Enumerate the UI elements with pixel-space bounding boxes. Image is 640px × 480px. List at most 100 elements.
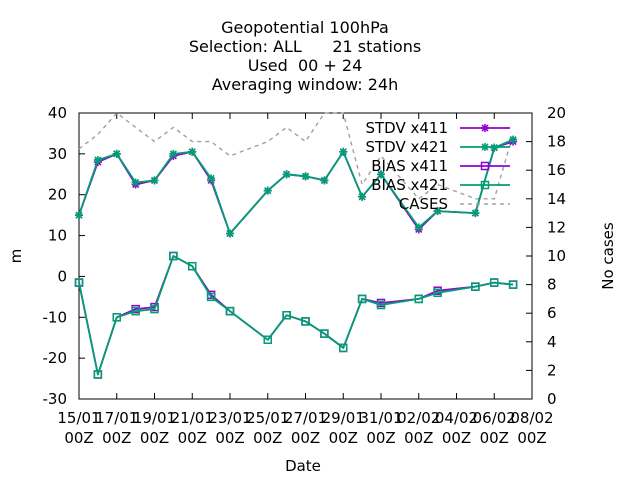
- x-tick-label-date: 02/02: [397, 409, 440, 427]
- legend-label: BIAS x421: [371, 176, 448, 194]
- data-point: [169, 251, 178, 261]
- data-point: [169, 149, 178, 158]
- y-axis-label: m: [7, 249, 25, 264]
- y2-tick-label: 4: [547, 333, 557, 351]
- star-marker-stroke: [301, 172, 310, 180]
- data-point: [226, 229, 234, 238]
- data-point: [301, 317, 310, 326]
- legend-label: STDV x421: [365, 138, 448, 156]
- data-point: [74, 278, 84, 287]
- data-point: [282, 170, 291, 179]
- star-marker-stroke: [207, 174, 215, 182]
- y-tick-label: 10: [48, 227, 67, 245]
- title-line-4: Averaging window: 24h: [212, 75, 399, 94]
- x-axis-label: Date: [285, 457, 321, 475]
- x-tick-label-date: 19/01: [133, 409, 176, 427]
- star-marker-stroke: [481, 143, 489, 151]
- data-point: [131, 306, 140, 316]
- chart-title: Geopotential 100hPa Selection: ALL 21 st…: [189, 18, 421, 94]
- x-tick-label-date: 15/01: [57, 409, 100, 427]
- data-point: [377, 170, 385, 179]
- x-tick-label-date: 17/01: [95, 409, 138, 427]
- x-tick-label-hour: 00Z: [480, 429, 509, 447]
- data-point: [358, 192, 367, 201]
- legend-entry: CASES: [399, 195, 510, 213]
- data-point: [75, 211, 83, 220]
- series-bias-x421: [74, 251, 518, 379]
- data-point: [263, 335, 272, 345]
- star-marker-stroke: [150, 176, 159, 184]
- star-marker-stroke: [339, 148, 347, 156]
- data-point: [131, 178, 140, 187]
- y-tick-label: -30: [43, 390, 68, 408]
- x-tick-label-date: 29/01: [322, 409, 365, 427]
- data-point: [508, 280, 518, 289]
- x-tick-label-hour: 00Z: [140, 429, 169, 447]
- data-point: [112, 149, 121, 158]
- legend-label: CASES: [399, 195, 448, 213]
- data-point: [112, 313, 121, 322]
- y2-tick-label: 8: [547, 276, 557, 294]
- data-point: [490, 278, 499, 287]
- data-point: [339, 147, 348, 156]
- data-point: [188, 147, 197, 156]
- data-point: [93, 370, 103, 379]
- x-tick-label-hour: 00Z: [215, 429, 244, 447]
- series-line: [78, 255, 514, 376]
- y2-axis-label: No cases: [599, 222, 617, 290]
- x-tick-label-hour: 00Z: [178, 429, 207, 447]
- star-marker-stroke: [113, 150, 121, 158]
- x-tick-label-hour: 00Z: [291, 429, 320, 447]
- legend-marker: [481, 124, 489, 132]
- y-tick-label: 40: [48, 104, 67, 122]
- data-point: [225, 306, 235, 316]
- star-marker-stroke: [471, 209, 479, 217]
- star-marker-stroke: [377, 170, 385, 178]
- star-marker-stroke: [415, 223, 423, 231]
- legend-entry: STDV x421: [365, 138, 510, 156]
- x-tick-label-hour: 00Z: [64, 429, 93, 447]
- x-tick-label-date: 23/01: [208, 409, 251, 427]
- legend-label: STDV x411: [365, 119, 448, 137]
- x-tick-label-hour: 00Z: [253, 429, 282, 447]
- star-marker-stroke: [283, 170, 291, 178]
- y-tick-label: -20: [43, 349, 68, 367]
- data-point: [433, 207, 442, 216]
- data-point: [207, 174, 216, 183]
- title-line-2: Selection: ALL 21 stations: [189, 37, 421, 56]
- x-tick-label-date: 04/02: [435, 409, 478, 427]
- star-marker-stroke: [358, 193, 366, 201]
- y2-tick-label: 16: [547, 161, 566, 179]
- data-point: [376, 300, 386, 310]
- title-line-3: Used 00 + 24: [248, 56, 363, 75]
- x-tick-label-hour: 00Z: [517, 429, 546, 447]
- legend-label: BIAS x411: [371, 157, 448, 175]
- data-point: [357, 294, 367, 304]
- star-marker-stroke: [509, 135, 517, 144]
- data-point: [282, 310, 291, 320]
- legend-entry: BIAS x411: [371, 157, 510, 175]
- data-point: [206, 292, 216, 302]
- star-marker-stroke: [481, 124, 489, 132]
- data-point: [414, 223, 423, 232]
- legend-entry: BIAS x421: [371, 176, 510, 194]
- y2-tick-label: 2: [547, 361, 557, 379]
- x-tick-label-hour: 00Z: [404, 429, 433, 447]
- star-marker-stroke: [188, 148, 196, 156]
- legend-marker: [480, 161, 490, 171]
- y2-tick-label: 20: [547, 104, 566, 122]
- star-marker-stroke: [320, 176, 328, 184]
- y-tick-label: 0: [57, 267, 67, 285]
- star-marker-stroke: [264, 187, 272, 195]
- y2-tick-label: 12: [547, 218, 566, 236]
- data-point: [509, 135, 518, 144]
- data-point: [414, 294, 423, 304]
- legend-entry: STDV x411: [365, 119, 510, 137]
- x-tick-label-date: 25/01: [246, 409, 289, 427]
- data-point: [188, 261, 197, 271]
- title-line-1: Geopotential 100hPa: [221, 18, 389, 37]
- axes: 403020100-10-20-302018161412108642015/01…: [43, 104, 567, 447]
- y2-tick-label: 6: [547, 304, 557, 322]
